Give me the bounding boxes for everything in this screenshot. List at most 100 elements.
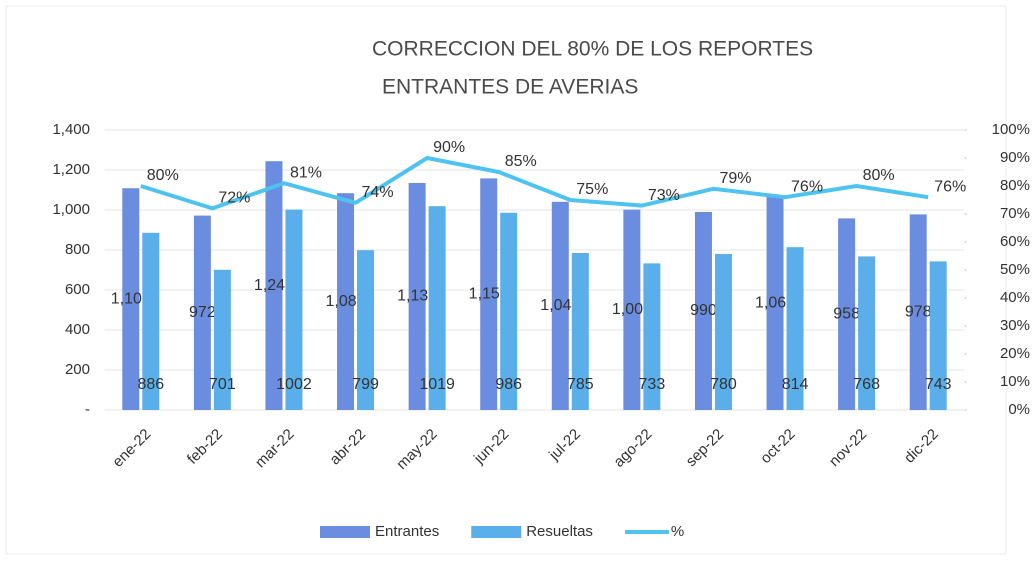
x-tick-label: may-22 [393,426,440,473]
bar [357,250,375,410]
legend-label: Entrantes [375,523,439,540]
data-label: 1,041 [540,297,580,314]
bar [786,247,804,410]
bar [408,183,426,410]
x-tick-label: ene-22 [109,426,154,471]
y2-tick-label: 80% [1000,177,1030,194]
data-label: 972 [189,304,216,321]
data-label: 701 [209,376,236,393]
data-label: 1,002 [612,301,652,318]
data-label: 1,158 [469,285,509,302]
bar [858,256,876,410]
x-tick-label: mar-22 [252,426,298,472]
x-tick-label: feb-22 [184,426,226,468]
data-label: 886 [137,376,164,393]
bar [193,215,211,410]
bar [213,269,231,410]
data-label: 85% [505,153,537,170]
x-tick-label: nov-22 [826,426,870,470]
bar [714,254,732,410]
data-label: 1002 [276,376,312,393]
y2-tick-label: 40% [1000,289,1030,306]
bar [838,218,856,410]
y2-tick-label: 100% [992,121,1030,138]
x-tick-label: ago-22 [610,426,655,471]
bar [623,209,641,410]
legend-swatch [320,526,370,538]
data-label: 76% [934,178,966,195]
line-series [140,156,929,211]
bar [571,253,589,410]
data-label: 1019 [419,376,455,393]
y2-tick-label: 0% [1008,401,1030,418]
bar [480,178,498,410]
data-label: 990 [690,302,717,319]
legend-label: Resueltas [526,523,593,540]
bar [122,188,140,410]
bar [265,161,283,410]
data-label: 81% [290,164,322,181]
bar [551,201,569,410]
y-tick-label: 1,000 [52,201,90,218]
data-label: 76% [791,178,823,195]
y2-tick-label: 30% [1000,317,1030,334]
data-label: 978 [905,303,932,320]
y2-tick-label: 90% [1000,149,1030,166]
data-label: 799 [352,376,379,393]
data-label: 80% [147,167,179,184]
y-tick-label: 1,400 [52,121,90,138]
data-label: 72% [218,190,250,207]
bar [766,196,784,410]
x-tick-label: oct-22 [757,426,799,468]
y-tick-label: 400 [65,321,90,338]
chart-border [5,5,1007,555]
data-label: 986 [495,376,522,393]
data-label: 90% [433,139,465,156]
data-label: 79% [719,170,751,187]
bar [142,232,160,410]
data-label: 1,244 [254,277,294,294]
data-label: 814 [782,376,809,393]
y-tick-label: - [85,401,90,418]
data-label: 780 [710,376,737,393]
data-label: 743 [925,376,952,393]
x-tick-label: jun-22 [470,426,512,468]
data-label: 74% [362,184,394,201]
data-label: 1,109 [111,290,151,307]
data-label: 1,084 [326,293,366,310]
y2-tick-label: 10% [1000,373,1030,390]
y-tick-label: 600 [65,281,90,298]
bar [285,209,303,410]
chart-title: ENTRANTES DE AVERIAS [382,76,638,99]
bar [909,214,927,410]
bar [694,212,712,410]
bar [428,206,446,410]
y2-tick-label: 70% [1000,205,1030,222]
y2-tick-label: 50% [1000,261,1030,278]
data-label: 80% [863,167,895,184]
x-tick-label: sep-22 [683,426,727,470]
y2-tick-label: 60% [1000,233,1030,250]
data-label: 958 [833,305,860,322]
chart-title: CORRECCION DEL 80% DE LOS REPORTES [372,38,813,61]
bar [500,212,518,410]
data-label: 768 [853,376,880,393]
data-label: 1,135 [397,288,437,305]
data-label: 73% [648,187,680,204]
y-tick-label: 1,200 [52,161,90,178]
y-tick-label: 200 [65,361,90,378]
data-label: 1,068 [755,294,795,311]
data-label: 785 [567,376,594,393]
bar [643,263,661,410]
bar [337,193,355,410]
x-tick-label: dic-22 [901,426,942,467]
data-label: 733 [639,376,666,393]
data-label: 75% [576,181,608,198]
y2-tick-label: 20% [1000,345,1030,362]
x-tick-label: jul-22 [545,426,584,465]
y-tick-label: 800 [65,241,90,258]
x-tick-label: abr-22 [326,426,369,469]
legend-label: % [671,523,684,540]
bar [929,261,947,410]
